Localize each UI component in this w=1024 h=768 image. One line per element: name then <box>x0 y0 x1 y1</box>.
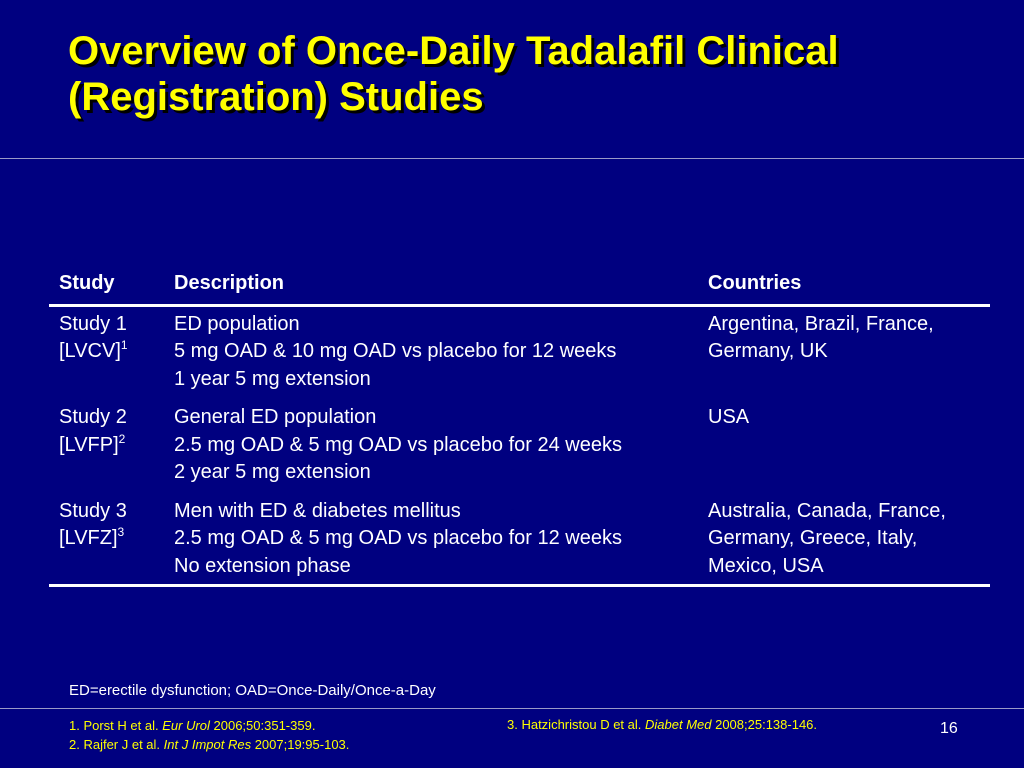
countries-line: Australia, Canada, France, <box>708 499 946 522</box>
references-right: 3. Hatzichristou D et al. Diabet Med 200… <box>507 715 817 734</box>
study-name: Study 1 <box>59 312 127 335</box>
table-row: Study 3 [LVFZ]3 Men with ED & diabetes m… <box>49 493 990 587</box>
title-divider <box>0 158 1024 159</box>
page-number: 16 <box>940 720 958 737</box>
study-ref: 1 <box>120 338 128 352</box>
study-code: [LVCV] <box>59 340 121 362</box>
reference-authors: 3. Hatzichristou D et al. <box>507 717 645 732</box>
description-line: No extension phase <box>174 554 351 577</box>
reference-journal: Eur Urol <box>162 718 210 733</box>
slide-title-line-1: Overview of Once-Daily Tadalafil Clinica… <box>68 29 839 73</box>
description-line: 1 year 5 mg extension <box>174 367 371 390</box>
study-cell: Study 2 [LVFP]2 <box>49 400 164 494</box>
study-cell: Study 1 [LVCV]1 <box>49 305 164 400</box>
study-name: Study 3 <box>59 499 127 522</box>
header-countries: Countries <box>698 266 990 307</box>
description-cell: Men with ED & diabetes mellitus 2.5 mg O… <box>164 493 698 587</box>
study-ref: 3 <box>117 525 125 539</box>
slide-title: Overview of Once-Daily Tadalafil Clinica… <box>68 28 998 120</box>
reference-authors: 1. Porst H et al. <box>69 718 163 733</box>
countries-line: Argentina, Brazil, France, <box>708 312 934 335</box>
study-cell: Study 3 [LVFZ]3 <box>49 493 164 587</box>
table-row: Study 2 [LVFP]2 General ED population 2.… <box>49 400 990 494</box>
study-code-line: [LVCV]1 <box>59 338 164 366</box>
table-row: Study 1 [LVCV]1 ED population 5 mg OAD &… <box>49 305 990 400</box>
description-cell: General ED population 2.5 mg OAD & 5 mg … <box>164 400 698 494</box>
study-name: Study 2 <box>59 406 127 428</box>
countries-line: Germany, Greece, Italy, <box>708 527 918 549</box>
study-code-line: [LVFZ]3 <box>59 525 164 553</box>
slide-title-line-2: (Registration) Studies <box>68 75 484 119</box>
description-cell: ED population 5 mg OAD & 10 mg OAD vs pl… <box>164 305 698 400</box>
countries-line: USA <box>708 406 750 428</box>
countries-cell: Argentina, Brazil, France, Germany, UK <box>698 305 990 400</box>
abbreviation-footnote: ED=erectile dysfunction; OAD=Once-Daily/… <box>69 682 436 699</box>
countries-cell: USA <box>698 400 990 494</box>
description-line: ED population <box>174 312 300 335</box>
references-left: 1. Porst H et al. Eur Urol 2006;50:351-3… <box>69 716 349 754</box>
description-line: 5 mg OAD & 10 mg OAD vs placebo for 12 w… <box>174 340 617 362</box>
reference-citation: 2008;25:138-146. <box>711 717 818 732</box>
study-code: [LVFZ] <box>59 527 118 549</box>
reference-item: 3. Hatzichristou D et al. Diabet Med 200… <box>507 715 817 734</box>
header-study: Study <box>49 266 164 307</box>
studies-table: Study Description Countries Study 1 [LVC… <box>49 266 990 587</box>
reference-journal: Diabet Med <box>645 717 712 732</box>
study-code: [LVFP] <box>59 433 119 456</box>
description-line: 2.5 mg OAD & 5 mg OAD vs placebo for 12 … <box>174 527 622 549</box>
reference-authors: 2. Rajfer J et al. <box>69 737 164 752</box>
footer-divider <box>0 708 1024 709</box>
countries-line: Germany, UK <box>708 340 828 362</box>
countries-cell: Australia, Canada, France, Germany, Gree… <box>698 493 990 587</box>
reference-journal: Int J Impot Res <box>163 737 252 752</box>
study-code-line: [LVFP]2 <box>59 432 164 460</box>
countries-line: Mexico, USA <box>708 554 824 577</box>
study-ref: 2 <box>118 431 126 446</box>
reference-citation: 2007;19:95-103. <box>251 737 350 752</box>
description-line: 2 year 5 mg extension <box>174 461 371 483</box>
header-description: Description <box>164 266 698 307</box>
reference-item: 1. Porst H et al. Eur Urol 2006;50:351-3… <box>69 716 349 735</box>
reference-citation: 2006;50:351-359. <box>209 718 316 733</box>
description-line: General ED population <box>174 406 377 428</box>
description-line: 2.5 mg OAD & 5 mg OAD vs placebo for 24 … <box>174 433 622 456</box>
reference-item: 2. Rajfer J et al. Int J Impot Res 2007;… <box>69 735 349 754</box>
table-header-row: Study Description Countries <box>49 266 990 307</box>
description-line: Men with ED & diabetes mellitus <box>174 499 461 522</box>
